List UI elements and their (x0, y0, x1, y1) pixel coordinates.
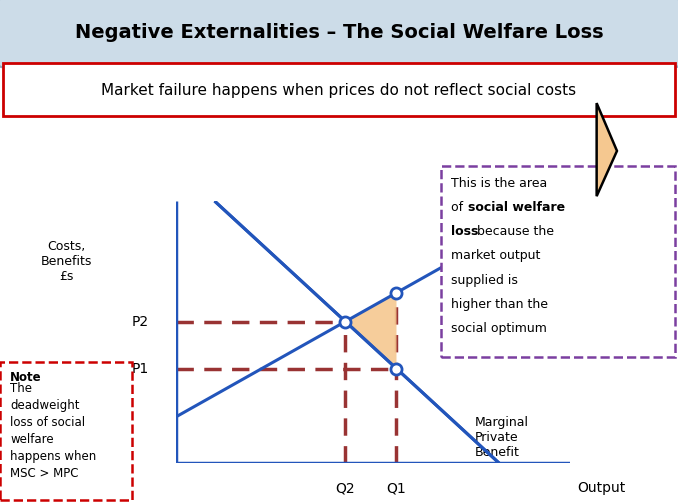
Text: Marginal
Social
Cost: Marginal Social Cost (475, 230, 529, 273)
Text: of: of (451, 201, 467, 214)
Text: Note: Note (10, 371, 42, 384)
Polygon shape (345, 293, 397, 369)
Text: social optimum: social optimum (451, 322, 546, 335)
Text: Marginal
Private
Benefit: Marginal Private Benefit (475, 415, 529, 459)
Text: Q2: Q2 (336, 481, 355, 495)
Text: Marginal
Private
Cost: Marginal Private Cost (475, 311, 529, 354)
FancyBboxPatch shape (0, 362, 132, 500)
Text: market output: market output (451, 249, 540, 263)
Text: Q1: Q1 (386, 481, 406, 495)
Text: This is the area: This is the area (451, 177, 547, 190)
Polygon shape (597, 103, 617, 196)
Text: loss: loss (451, 225, 478, 238)
FancyBboxPatch shape (3, 63, 675, 116)
FancyBboxPatch shape (441, 166, 675, 357)
Text: P2: P2 (132, 314, 148, 328)
Text: The
deadweight
loss of social
welfare
happens when
MSC > MPC: The deadweight loss of social welfare ha… (10, 382, 96, 480)
Text: higher than the: higher than the (451, 298, 548, 311)
Text: social welfare: social welfare (468, 201, 565, 214)
Text: Costs,
Benefits
£s: Costs, Benefits £s (41, 240, 92, 283)
Text: Output: Output (578, 481, 626, 495)
Text: P1: P1 (132, 362, 148, 376)
Text: Market failure happens when prices do not reflect social costs: Market failure happens when prices do no… (102, 83, 576, 98)
FancyBboxPatch shape (0, 0, 678, 68)
Text: Negative Externalities – The Social Welfare Loss: Negative Externalities – The Social Welf… (75, 23, 603, 42)
Text: supplied is: supplied is (451, 274, 518, 287)
Text: because the: because the (473, 225, 554, 238)
